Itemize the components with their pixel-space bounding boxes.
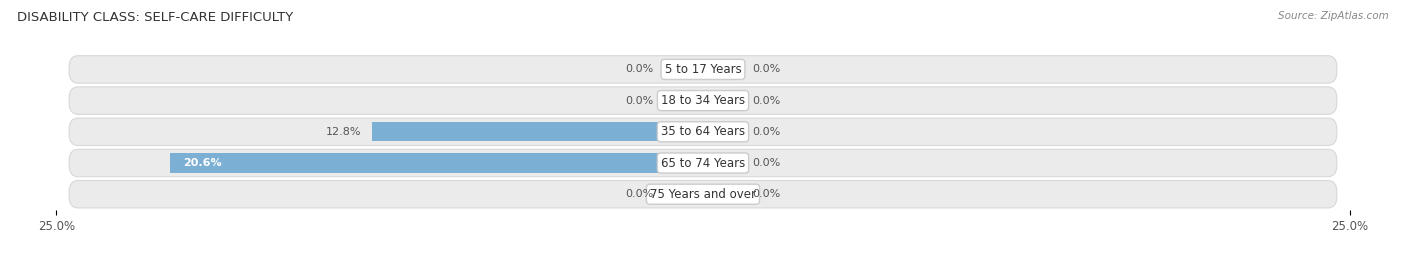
Text: 12.8%: 12.8%: [326, 127, 361, 137]
Text: 0.0%: 0.0%: [752, 95, 780, 106]
Text: 0.0%: 0.0%: [626, 64, 654, 75]
Text: 0.0%: 0.0%: [626, 95, 654, 106]
Bar: [703, 91, 742, 110]
Bar: [703, 122, 742, 141]
Text: 0.0%: 0.0%: [752, 127, 780, 137]
Bar: [371, 122, 703, 141]
Text: 65 to 74 Years: 65 to 74 Years: [661, 157, 745, 169]
Text: 0.0%: 0.0%: [752, 158, 780, 168]
Bar: [664, 60, 703, 79]
FancyBboxPatch shape: [69, 180, 1337, 208]
FancyBboxPatch shape: [69, 87, 1337, 114]
FancyBboxPatch shape: [69, 149, 1337, 177]
Text: 20.6%: 20.6%: [183, 158, 222, 168]
FancyBboxPatch shape: [69, 118, 1337, 146]
Bar: [703, 185, 742, 204]
Text: 18 to 34 Years: 18 to 34 Years: [661, 94, 745, 107]
Text: Source: ZipAtlas.com: Source: ZipAtlas.com: [1278, 11, 1389, 21]
Text: 35 to 64 Years: 35 to 64 Years: [661, 125, 745, 138]
Text: 75 Years and over: 75 Years and over: [650, 188, 756, 201]
FancyBboxPatch shape: [69, 56, 1337, 83]
Bar: [703, 153, 742, 173]
Text: DISABILITY CLASS: SELF-CARE DIFFICULTY: DISABILITY CLASS: SELF-CARE DIFFICULTY: [17, 11, 292, 24]
Text: 0.0%: 0.0%: [752, 189, 780, 199]
Bar: [703, 60, 742, 79]
Bar: [664, 185, 703, 204]
Text: 5 to 17 Years: 5 to 17 Years: [665, 63, 741, 76]
Bar: [170, 153, 703, 173]
Text: 0.0%: 0.0%: [626, 189, 654, 199]
Text: 0.0%: 0.0%: [752, 64, 780, 75]
Bar: [664, 91, 703, 110]
